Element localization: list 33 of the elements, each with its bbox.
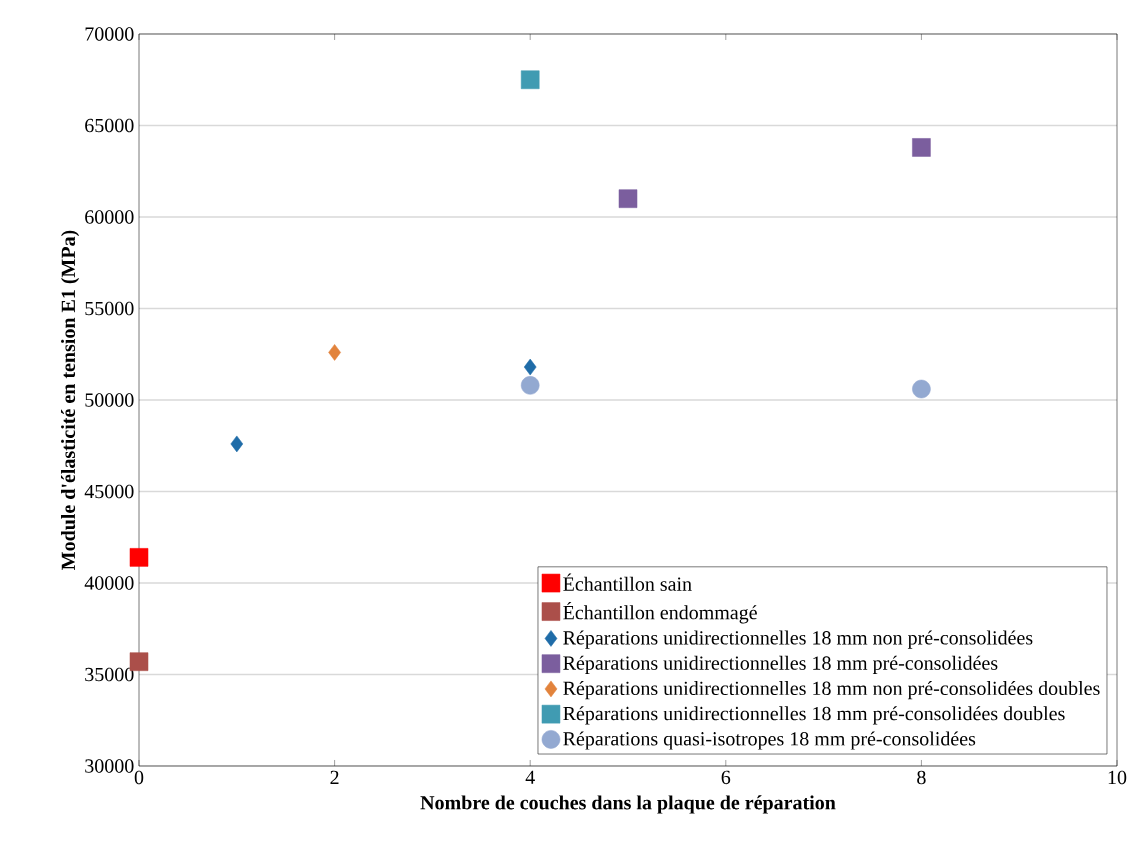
point — [912, 138, 931, 157]
x-tick-label: 4 — [525, 770, 535, 784]
y-tick-label: 35000 — [85, 667, 134, 682]
x-tick-label: 8 — [917, 770, 926, 785]
legend-label: Réparations unidirectionnelles 18 mm non pré-consolidées doubles — [563, 680, 1100, 700]
point — [523, 358, 537, 376]
legend-label: Réparations unidirectionnelles 18 mm pré-consolidées — [563, 655, 998, 674]
y-tick-label: 60000 — [85, 210, 134, 224]
y-tick-label: 50000 — [85, 393, 134, 407]
point — [230, 435, 244, 453]
point — [520, 70, 540, 90]
x-tick-label: 0 — [134, 770, 144, 785]
y-tick-label: 45000 — [84, 484, 134, 499]
legend-label: Réparations quasi-isotropes 18 mm pré-consolidées — [563, 731, 976, 750]
x-tick-label: 10 — [1108, 770, 1127, 785]
point — [129, 548, 149, 567]
point — [618, 189, 638, 208]
legend-label: Réparations unidirectionnelles 18 mm pré-consolidées doubles — [563, 706, 1065, 725]
point — [912, 379, 931, 399]
x-tick-label: 2 — [330, 770, 339, 784]
legend-label: Réparations unidirectionnelles 18 mm non pré-consolidées — [563, 630, 1033, 649]
y-axis-title: Module d'élasticité en tension E1 (MPa) — [60, 230, 80, 570]
x-axis-title: Nombre de couches dans la plaque de réparation — [420, 795, 836, 814]
legend-label: Échantillon sain — [563, 573, 692, 591]
y-tick-label: 55000 — [85, 301, 134, 316]
point — [328, 344, 341, 361]
y-tick-label: 30000 — [85, 759, 134, 773]
y-tick-label: 70000 — [85, 27, 134, 41]
y-tick-label: 40000 — [84, 576, 134, 590]
point — [520, 376, 540, 395]
x-tick-label: 6 — [721, 770, 731, 785]
legend-label: Échantillon endommagé — [563, 601, 757, 624]
y-tick-label: 65000 — [85, 118, 134, 133]
